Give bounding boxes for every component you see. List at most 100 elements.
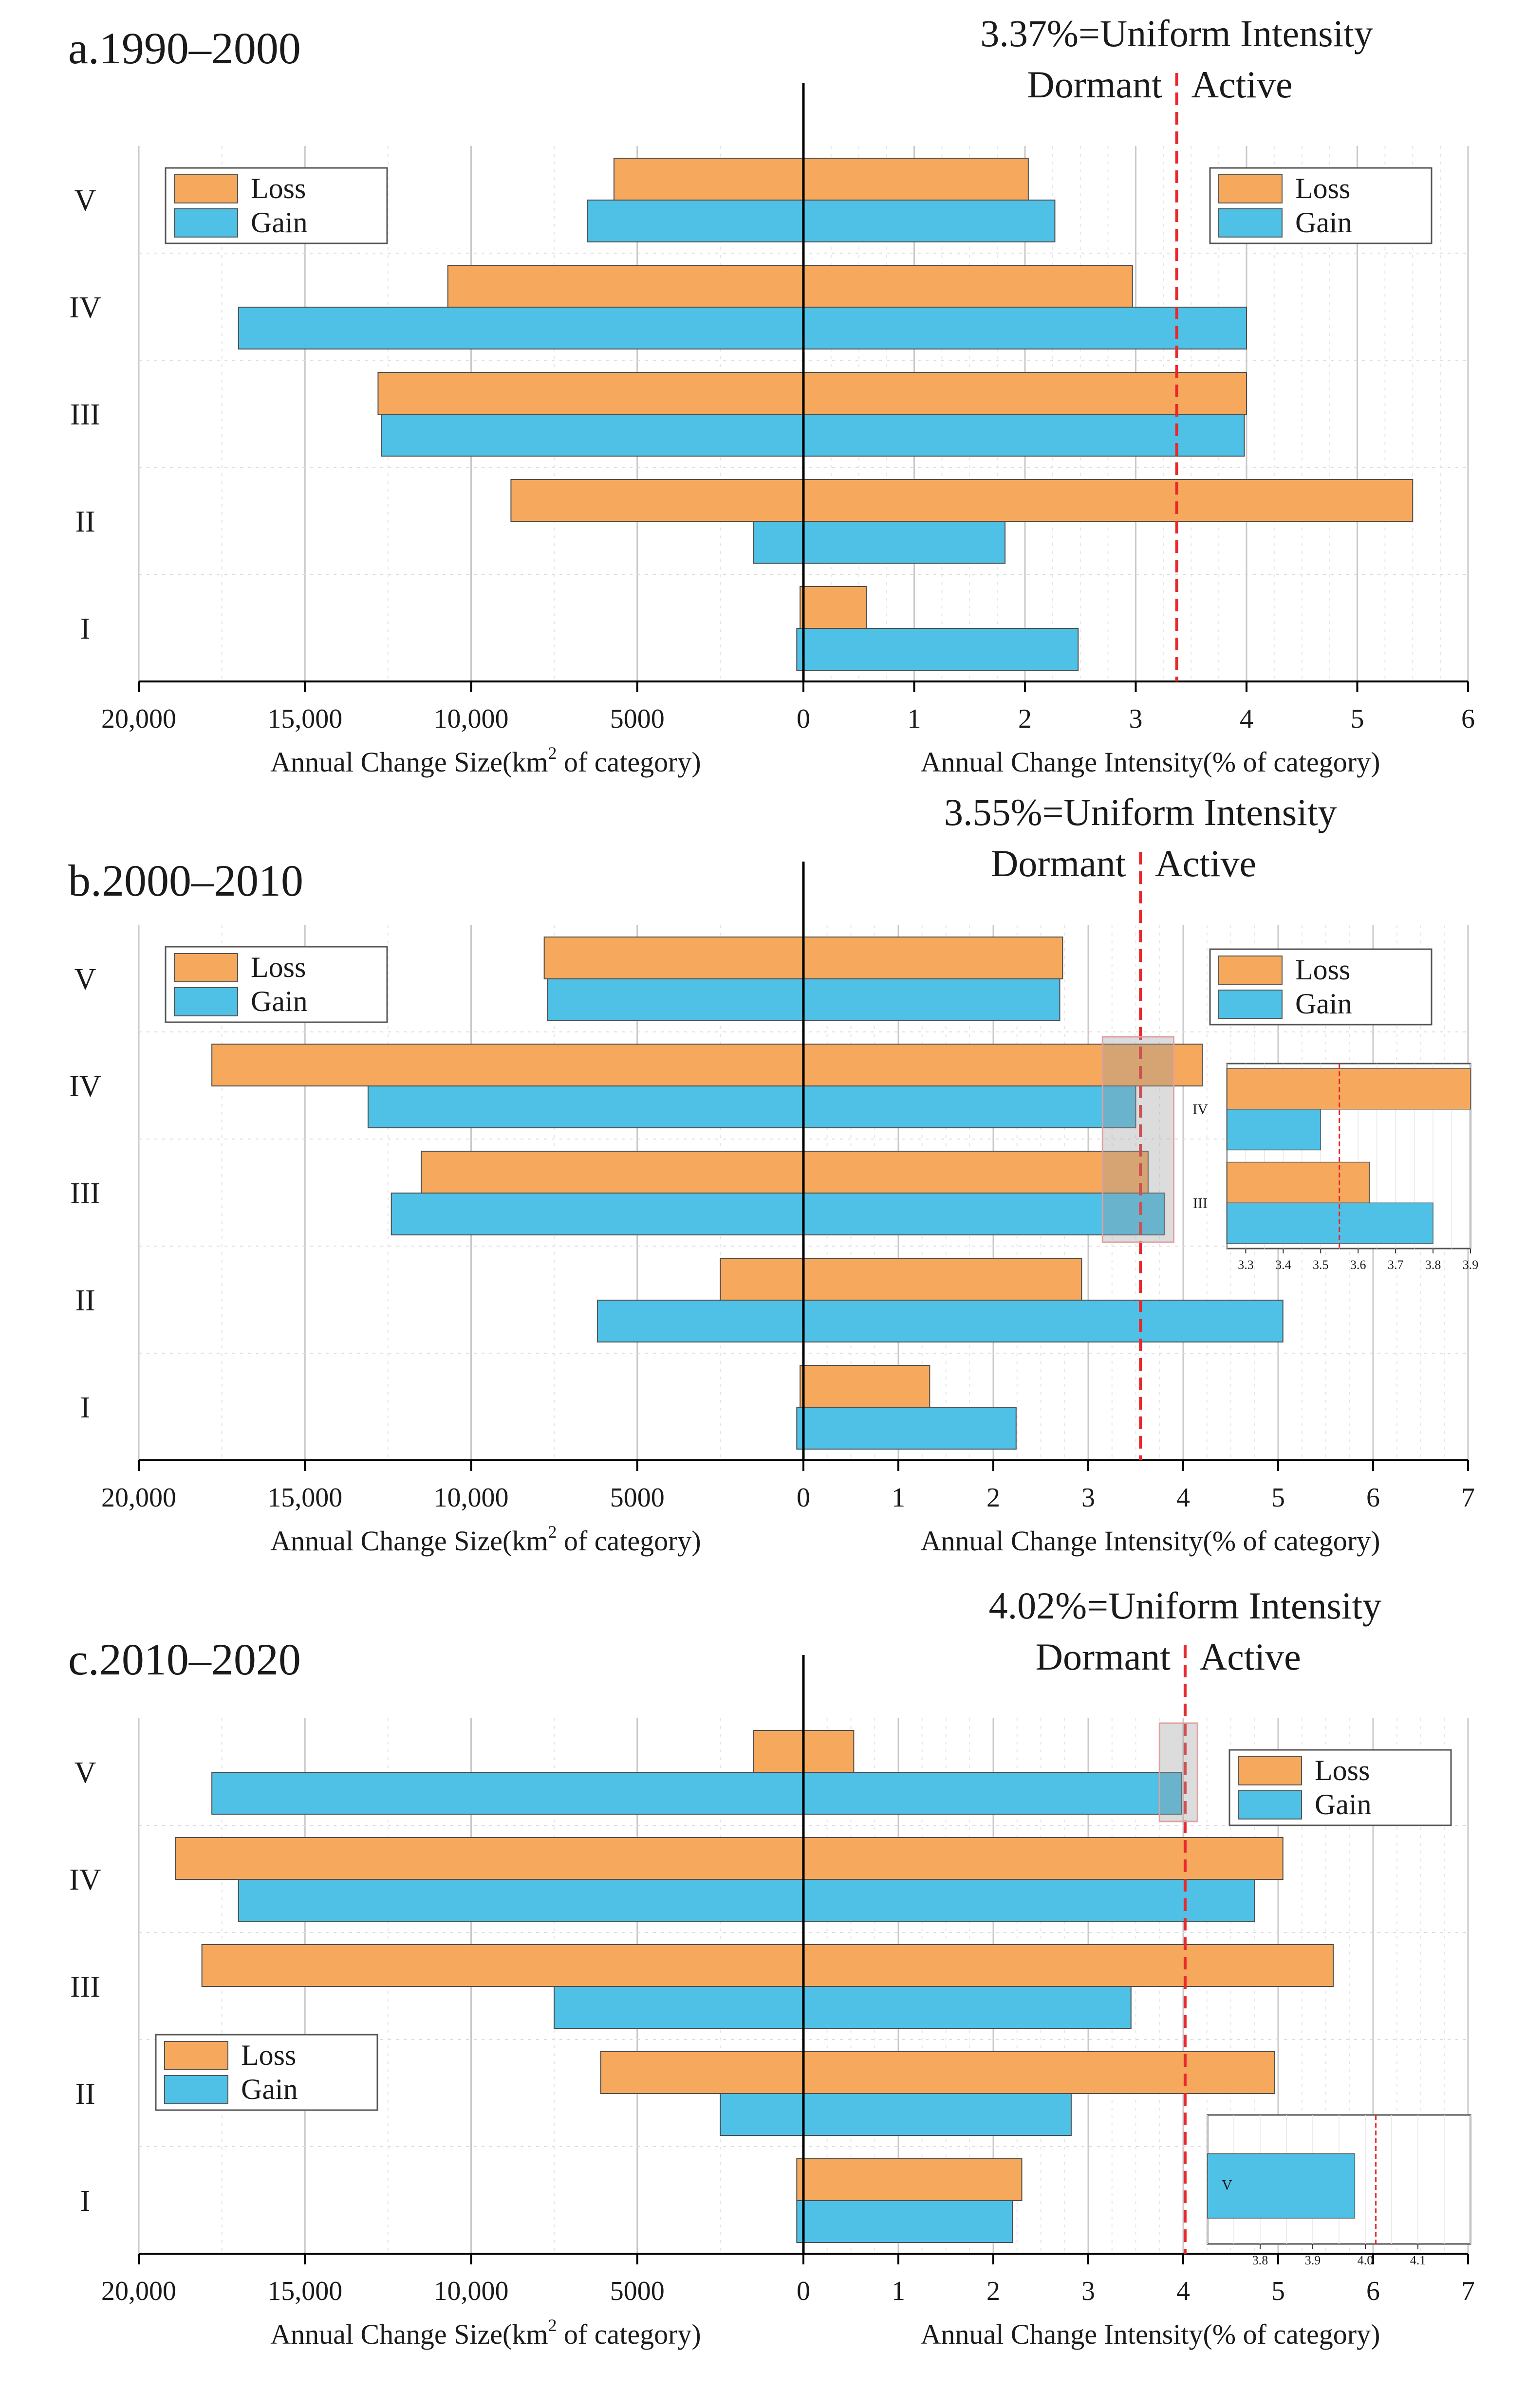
dormant-label: Dormant — [991, 842, 1126, 884]
category-label-IV: IV — [69, 291, 101, 324]
intensity-tick-label: 1 — [892, 1483, 905, 1513]
size-tick-label: 15,000 — [267, 704, 342, 734]
bar-intensity-gain-II — [803, 2093, 1072, 2136]
legend-loss-label: Loss — [1315, 1754, 1370, 1786]
bar-intensity-loss-IV — [803, 1044, 1203, 1086]
bar-intensity-gain-II — [803, 1300, 1284, 1342]
legend-loss-swatch — [174, 953, 238, 982]
intensity-tick-label: 7 — [1461, 1483, 1475, 1513]
uniform-intensity-label: 3.55%=Uniform Intensity — [944, 791, 1337, 833]
panel-title: c.2010–2020 — [68, 1635, 301, 1684]
intensity-tick-label: 0 — [797, 2276, 810, 2306]
intensity-tick-label: 2 — [1018, 704, 1032, 734]
bar-size-gain-II — [753, 521, 804, 564]
category-label-III: III — [70, 1177, 100, 1210]
category-label-III: III — [70, 1970, 100, 2004]
inset-tick-label: 3.4 — [1275, 1258, 1291, 1272]
bar-size-loss-II — [600, 2051, 804, 2094]
size-tick-label: 10,000 — [434, 1483, 509, 1513]
bar-size-loss-III — [201, 1944, 804, 1987]
legend-gain-label: Gain — [251, 206, 308, 239]
dormant-label: Dormant — [1027, 63, 1162, 106]
bar-size-loss-IV — [175, 1837, 804, 1880]
inset-zoom: V 3.8 3.9 4.0 4.1 — [1158, 1722, 1471, 2267]
legend-gain-swatch — [1218, 990, 1283, 1019]
inset-tick-label: 4.0 — [1358, 2253, 1374, 2267]
bar-size-gain-II — [720, 2093, 804, 2136]
bar-size-gain-III — [381, 414, 804, 457]
intensity-tick-label: 6 — [1366, 1483, 1380, 1513]
bar-intensity-loss-IV — [803, 1837, 1284, 1880]
inset-tick-label: 3.3 — [1238, 1258, 1254, 1272]
inset-tick-label: 4.1 — [1410, 2253, 1426, 2267]
bar-intensity-gain-III — [803, 1193, 1165, 1235]
legend-loss-label: Loss — [251, 172, 306, 204]
legend-loss-swatch — [1238, 1756, 1302, 1785]
intensity-tick-label: 4 — [1176, 1483, 1190, 1513]
bar-size-gain-III — [391, 1193, 804, 1235]
intensity-tick-label: 1 — [892, 2276, 905, 2306]
intensity-tick-label: 6 — [1366, 2276, 1380, 2306]
bar-size-loss-II — [510, 479, 804, 522]
bar-size-loss-III — [377, 372, 804, 415]
bar-intensity-loss-I — [803, 2158, 1023, 2201]
bar-size-loss-II — [720, 1258, 804, 1301]
intensity-tick-label: 5 — [1271, 2276, 1285, 2306]
intensity-tick-label: 0 — [797, 704, 810, 734]
size-tick-label: 5000 — [610, 2276, 665, 2306]
bar-size-gain-III — [554, 1986, 804, 2029]
category-label-II: II — [75, 505, 95, 538]
inset-category-label: IV — [1192, 1102, 1208, 1118]
bar-size-loss-V — [613, 158, 804, 201]
bar-size-loss-IV — [447, 265, 804, 308]
bar-size-gain-IV — [238, 1879, 804, 1922]
size-axis-label: Annual Change Size(km2 of category) — [270, 1522, 701, 1557]
intensity-tick-label: 2 — [986, 1483, 1000, 1513]
legend-loss-label: Loss — [251, 951, 306, 983]
bar-size-gain-II — [596, 1300, 804, 1342]
bar-size-loss-V — [543, 937, 804, 979]
intensity-tick-label: 4 — [1176, 2276, 1190, 2306]
bar-size-loss-V — [753, 1730, 804, 1773]
dormant-label: Dormant — [1036, 1636, 1171, 1678]
legend-gain-label: Gain — [1295, 988, 1352, 1020]
bar-intensity-loss-V — [803, 158, 1029, 201]
category-label-IV: IV — [69, 1863, 101, 1896]
legend-gain-label: Gain — [241, 2073, 298, 2105]
bar-intensity-loss-I — [803, 1365, 930, 1408]
intensity-tick-label: 3 — [1081, 1483, 1095, 1513]
intensity-tick-label: 5 — [1271, 1483, 1285, 1513]
uniform-intensity-label: 3.37%=Uniform Intensity — [980, 12, 1373, 55]
size-tick-label: 5000 — [610, 1483, 665, 1513]
category-label-IV: IV — [69, 1070, 101, 1103]
inset-tick-label: 3.9 — [1305, 2253, 1321, 2267]
size-tick-label: 20,000 — [101, 2276, 176, 2306]
size-tick-label: 20,000 — [101, 1483, 176, 1513]
legend-loss-label: Loss — [1295, 172, 1350, 204]
legend-loss-swatch — [174, 174, 238, 203]
intensity-tick-label: 5 — [1351, 704, 1364, 734]
size-tick-label: 10,000 — [434, 704, 509, 734]
bar-intensity-gain-V — [803, 978, 1061, 1021]
bar-intensity-gain-II — [803, 521, 1006, 564]
inset-bar-loss-III — [1227, 1161, 1370, 1204]
bar-intensity-loss-V — [803, 1730, 855, 1773]
uniform-intensity-label: 4.02%=Uniform Intensity — [989, 1584, 1382, 1627]
inset-tick-label: 3.7 — [1388, 1258, 1404, 1272]
inset-tick-label: 3.9 — [1463, 1258, 1479, 1272]
bar-size-loss-III — [421, 1151, 804, 1194]
legend-gain-swatch — [174, 208, 238, 238]
bar-size-gain-IV — [367, 1085, 804, 1128]
category-label-II: II — [75, 1284, 95, 1317]
bar-intensity-gain-IV — [803, 1085, 1136, 1128]
category-label-V: V — [74, 963, 96, 996]
inset-category-label: III — [1193, 1195, 1208, 1211]
